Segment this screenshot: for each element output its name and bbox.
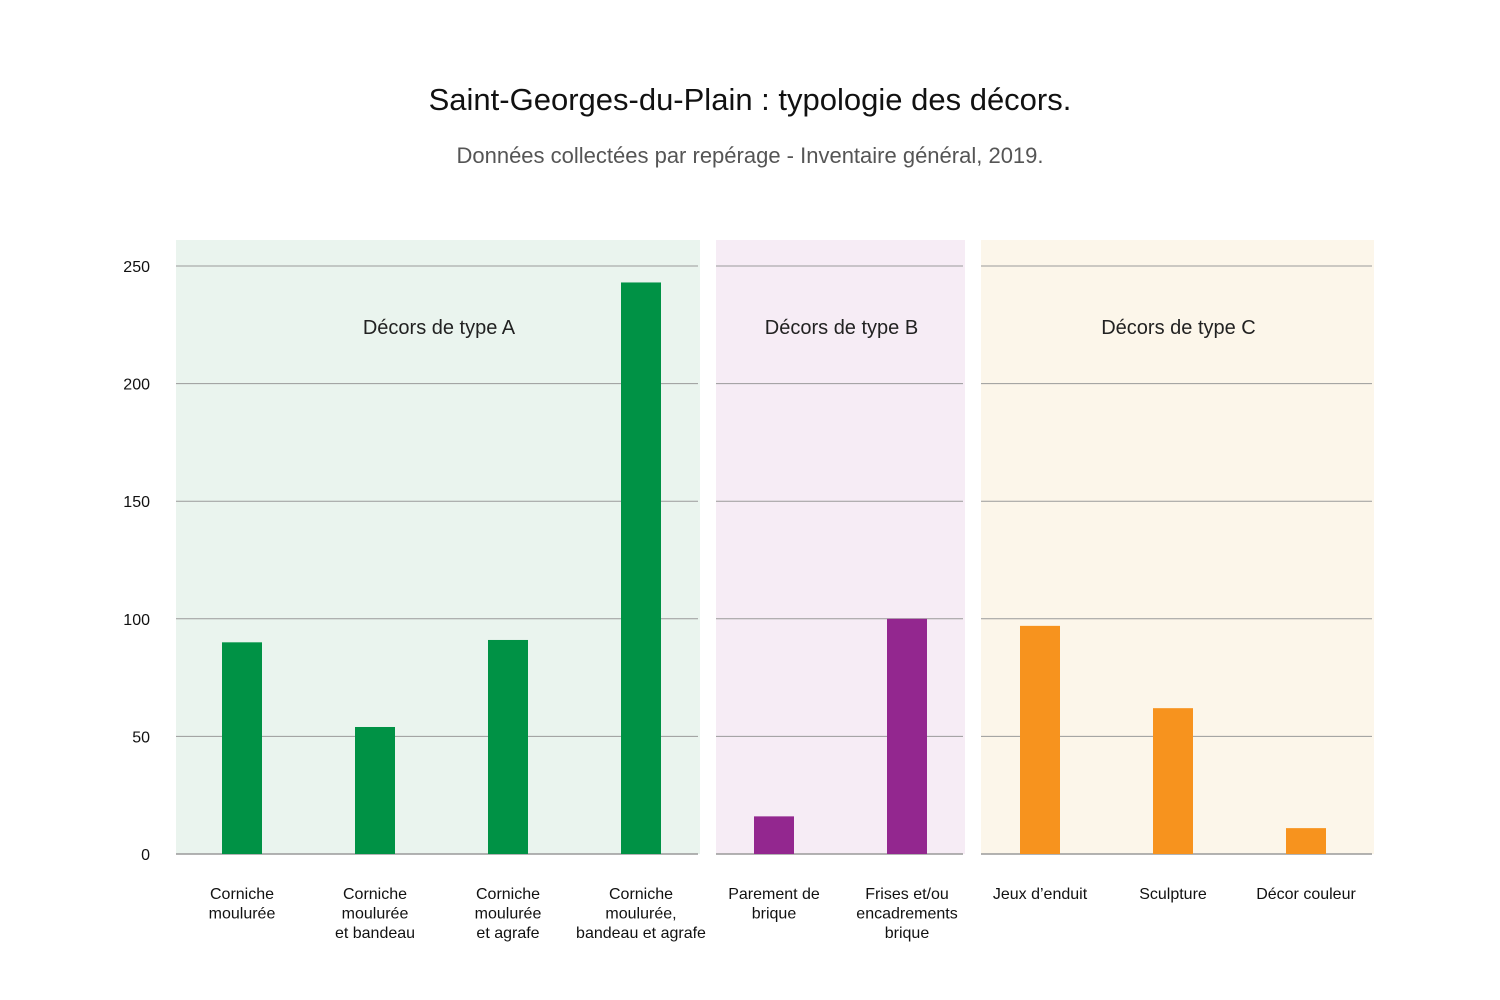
x-tick-label: Corniche moulurée, bandeau et agrafe [576, 886, 706, 942]
y-tick-label: 150 [123, 494, 150, 511]
bar [1286, 828, 1326, 854]
panel-background [176, 240, 700, 854]
labels: 0 50 100 150 200 250 Décors de type A Corniche m… [123, 259, 1356, 942]
chart-title: Saint-Georges-du-Plain : typologie des d… [428, 82, 1072, 117]
bars [222, 282, 1326, 854]
bar [887, 618, 927, 854]
x-tick-label: Corniche moulurée et bandeau [335, 886, 415, 942]
x-tick-label: Corniche moulurée et agrafe [475, 886, 542, 942]
bar [754, 816, 794, 854]
chart-subtitle: Données collectées par repérage - Invent… [456, 143, 1044, 168]
x-tick-label: Jeux d’enduit [993, 886, 1088, 903]
bar [222, 642, 262, 854]
x-tick-label: Décor couleur [1256, 886, 1356, 903]
bar [1153, 708, 1193, 854]
y-tick-label: 200 [123, 377, 150, 394]
bar [621, 282, 661, 854]
group-label: Décors de type A [363, 317, 516, 339]
group-label: Décors de type B [765, 317, 918, 339]
y-tick-label: 0 [141, 847, 150, 864]
bar [488, 639, 528, 854]
x-tick-label: Frises et/ou encadrements brique [856, 886, 957, 942]
bar [1020, 625, 1060, 854]
x-tick-label: Sculpture [1139, 886, 1207, 903]
x-tick-label: Corniche moulurée [209, 886, 276, 923]
y-tick-label: 250 [123, 259, 150, 276]
y-tick-label: 50 [132, 729, 150, 746]
y-tick-label: 100 [123, 612, 150, 629]
x-tick-label: Parement de brique [728, 886, 820, 923]
bar [355, 726, 395, 854]
group-label: Décors de type C [1101, 317, 1256, 339]
